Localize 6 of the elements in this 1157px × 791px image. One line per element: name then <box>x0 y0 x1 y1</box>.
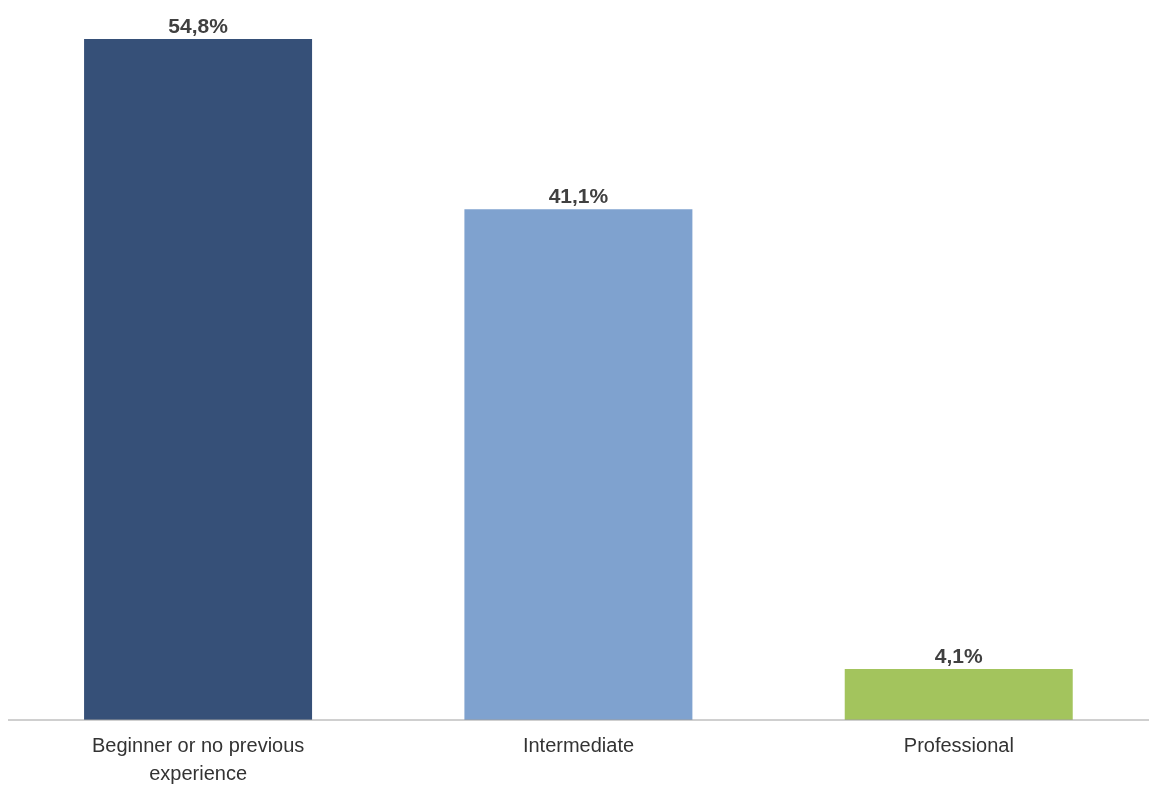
data-label: 41,1% <box>548 184 609 208</box>
x-tick-label: Professional <box>903 734 1014 757</box>
x-tick-label: Beginner or no previous experience <box>91 734 305 785</box>
x-tick-label: Intermediate <box>522 734 635 757</box>
data-label: 4,1% <box>934 644 983 668</box>
data-label: 54,8% <box>168 14 229 37</box>
